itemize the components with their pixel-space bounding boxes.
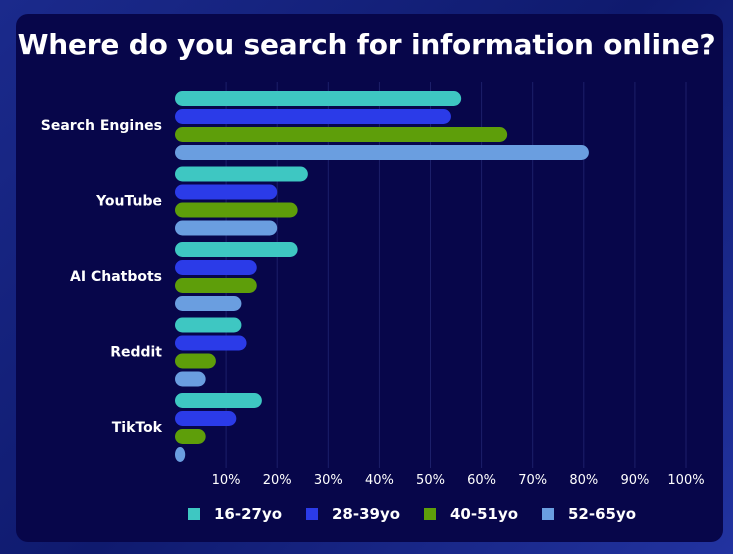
category-label: Search Engines — [41, 118, 162, 134]
legend-item: 28-39yo — [306, 505, 424, 523]
bar — [175, 317, 242, 333]
bar — [175, 447, 186, 462]
legend-item: 40-51yo — [424, 505, 542, 523]
legend-label: 28-39yo — [332, 505, 401, 523]
bar — [175, 278, 257, 293]
category-label: TikTok — [112, 420, 163, 436]
x-tick-label: 100% — [667, 473, 704, 488]
x-tick-label: 60% — [467, 473, 496, 488]
x-tick-label: 90% — [620, 473, 649, 488]
bar — [175, 242, 298, 257]
x-tick-label: 40% — [365, 473, 394, 488]
bar — [175, 260, 257, 275]
legend-swatch — [424, 508, 436, 520]
legend-swatch — [188, 508, 200, 520]
legend-label: 16-27yo — [214, 505, 283, 523]
bar — [175, 109, 451, 124]
chart-title: Where do you search for information onli… — [17, 28, 716, 61]
bar — [175, 166, 308, 182]
legend-label: 52-65yo — [568, 505, 637, 523]
x-tick-label: 50% — [416, 473, 445, 488]
bar — [175, 335, 247, 351]
bar — [175, 91, 462, 106]
bar — [175, 220, 278, 236]
bar — [175, 393, 262, 408]
x-tick-label: 30% — [314, 473, 343, 488]
category-label: YouTube — [95, 194, 162, 210]
bar — [175, 184, 278, 200]
bar — [175, 202, 298, 218]
bar — [175, 371, 206, 387]
legend-item: 52-65yo — [542, 505, 660, 523]
bar — [175, 411, 237, 426]
legend-swatch — [306, 508, 318, 520]
bar — [175, 353, 216, 369]
bar — [175, 145, 589, 160]
bar — [175, 429, 206, 444]
category-label: AI Chatbots — [70, 269, 162, 285]
x-tick-label: 70% — [518, 473, 547, 488]
bar — [175, 127, 508, 142]
x-tick-label: 20% — [263, 473, 292, 488]
legend-item: 16-27yo — [188, 505, 306, 523]
legend-label: 40-51yo — [450, 505, 519, 523]
legend: 16-27yo 28-39yo 40-51yo 52-65yo — [188, 505, 660, 523]
x-tick-label: 10% — [212, 473, 241, 488]
category-label: Reddit — [110, 345, 162, 361]
legend-swatch — [542, 508, 554, 520]
x-tick-label: 80% — [569, 473, 598, 488]
bar — [175, 296, 242, 311]
